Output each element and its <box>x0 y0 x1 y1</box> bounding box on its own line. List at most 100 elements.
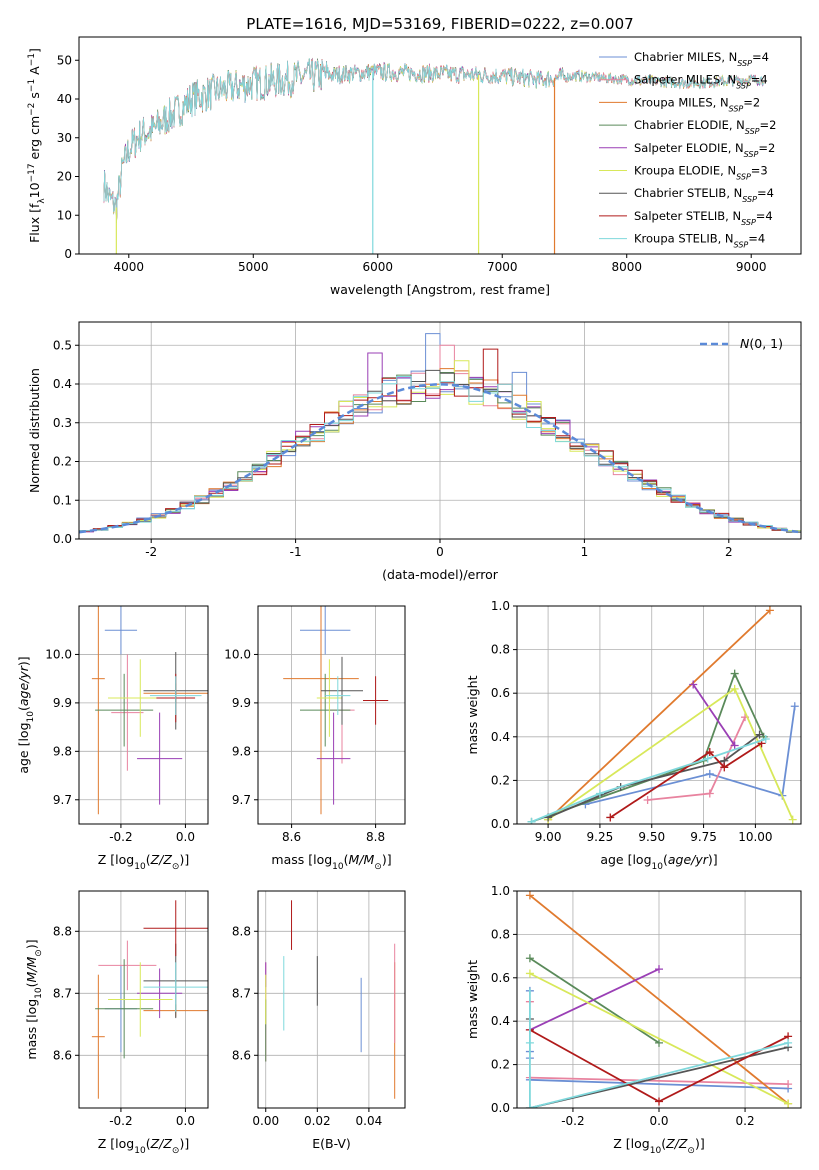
y-tick-label: 9.8 <box>53 744 72 758</box>
label-part: age [log <box>16 722 31 773</box>
weight-marker <box>730 741 739 750</box>
weight-marker <box>643 796 652 805</box>
x-tick-label: -2 <box>145 545 157 559</box>
legend-label-base: Salpeter ELODIE, N <box>634 141 744 155</box>
label-part: 10 <box>34 987 44 999</box>
label-part: age/yr <box>16 665 31 706</box>
axes-frame <box>516 605 802 825</box>
y-tick-label: 0.8 <box>491 643 510 657</box>
y-tick-label: 0 <box>64 247 72 261</box>
y-tick-label: 30 <box>57 131 72 145</box>
y-tick-label: 9.7 <box>232 793 251 807</box>
y-tick-label: 9.9 <box>53 696 72 710</box>
y-axis-label: mass [log10(M/M⊙)] <box>24 939 44 1059</box>
x-tick-label: 9.25 <box>587 830 614 844</box>
label-part: )] <box>16 656 31 666</box>
legend-label-tail: =4 <box>757 186 774 200</box>
legend-label: Chabrier ELODIE, NSSP=2 <box>634 118 776 136</box>
x-tick-label: 10.00 <box>738 830 772 844</box>
y-tick-label: 0.6 <box>491 686 510 700</box>
weight-marker <box>784 1099 793 1108</box>
weight-line-series-1 <box>529 1076 789 1085</box>
y-tick-label: 8.7 <box>232 986 251 1000</box>
y-tick-label: 10.0 <box>224 647 251 661</box>
weight-marker <box>655 1097 663 1106</box>
weight-marker <box>765 606 774 615</box>
label-part: ] <box>27 48 42 53</box>
y-tick-label: 0.2 <box>491 1058 510 1072</box>
y-tick-label: 0.0 <box>53 532 72 546</box>
weight-line-series-3 <box>529 957 660 1044</box>
y-tick-label: 0.8 <box>491 927 510 941</box>
panel-residuals: -2 -1 0 1 2 0.0 0.1 0.2 0.3 0.4 0.5 N(0, 1) (data-mo… <box>27 321 802 582</box>
weight-marker <box>595 789 604 798</box>
weight-line-series-5 <box>529 972 789 1105</box>
weight-marker <box>525 969 534 978</box>
y-tick-label: 8.7 <box>53 986 72 1000</box>
weight-marker <box>525 891 534 900</box>
y-axis-label: Flux [fλ10−17 erg cm−2 s−1 A−1] <box>27 48 47 243</box>
label-part: −2 <box>27 103 37 116</box>
weight-marker <box>655 965 663 974</box>
weight-line-series-7 <box>609 742 763 819</box>
label-part: ( <box>344 852 349 867</box>
legend-label: Salpeter ELODIE, NSSP=2 <box>634 141 775 159</box>
plot-area <box>91 900 208 1099</box>
x-tick-label: 0.00 <box>252 1114 279 1128</box>
y-tick-label: 0.2 <box>491 773 510 787</box>
legend-label-base: Kroupa STELIB, N <box>634 232 734 246</box>
panel-weight-vs-age: 9.00 9.25 9.50 9.75 10.00 0.0 0.2 0.4 0.6 0.8 1.0 a… <box>465 599 802 872</box>
legend-label-base: Kroupa MILES, N <box>634 95 729 109</box>
axes-frame <box>257 605 406 825</box>
plot-area <box>525 891 793 1108</box>
label-part: Z/Z <box>150 852 173 867</box>
label-part: ( <box>16 706 31 711</box>
label-part: 10 <box>652 862 664 872</box>
weight-line-series-4 <box>529 968 660 1031</box>
weight-marker <box>606 813 615 822</box>
y-tick-label: 8.6 <box>232 1048 251 1062</box>
plot-area <box>265 900 396 1099</box>
weight-marker <box>703 754 712 763</box>
plot-area <box>79 333 801 539</box>
panel-spectrum: 4000 5000 6000 7000 8000 9000 0 10 20 30 40 50 Chabr… <box>27 36 802 297</box>
weight-line-series-8 <box>531 738 767 823</box>
legend-label-tail: =2 <box>760 118 777 132</box>
y-tick-label: 0.4 <box>491 1014 510 1028</box>
panel-age-vs-mass: 8.6 8.8 9.7 9.8 9.9 10.0 mass [log10(M/M⊙)] <box>224 605 406 872</box>
y-tick-label: 50 <box>57 53 72 67</box>
weight-marker <box>525 954 534 963</box>
y-tick-label: 40 <box>57 92 72 106</box>
x-tick-label: -0.2 <box>109 1114 132 1128</box>
label-part: 10 <box>134 862 146 872</box>
x-tick-label: 0.04 <box>356 1114 383 1128</box>
label-part: ( <box>661 1136 666 1151</box>
y-tick-label: 9.8 <box>232 744 251 758</box>
x-tick-label: 8000 <box>611 260 642 274</box>
normal-reference-curve <box>79 383 799 534</box>
label-part: age [log <box>600 852 651 867</box>
legend-label-tail: =4 <box>756 209 773 223</box>
axes-frame <box>257 890 406 1109</box>
figure-title: PLATE=1616, MJD=53169, FIBERID=0222, z=0… <box>246 15 633 33</box>
x-tick-label: 5000 <box>238 260 269 274</box>
x-tick-label: -1 <box>290 545 302 559</box>
axes-frame <box>78 36 802 255</box>
label-part: ( <box>663 852 668 867</box>
legend-label-sub: SSP <box>742 195 757 204</box>
legend-label-tail: =4 <box>751 73 768 87</box>
label-part: ⊙ <box>34 949 44 957</box>
y-tick-label: 8.8 <box>53 924 72 938</box>
legend-label-base: Salpeter MILES, N <box>634 73 736 87</box>
y-tick-label: 0.4 <box>491 730 510 744</box>
x-tick-label: -0.2 <box>109 830 132 844</box>
panel-mass-vs-Z: -0.2 0.08.68.78.8Z [log10(Z/Z⊙)]mass [log… <box>24 890 209 1156</box>
plot-area <box>283 606 389 815</box>
label-part: Z [log <box>98 852 134 867</box>
weight-marker <box>784 1080 793 1089</box>
x-tick-label: 9.75 <box>690 830 717 844</box>
weight-line-series-0 <box>585 706 796 806</box>
legend-label-base: Chabrier MILES, N <box>634 50 737 64</box>
